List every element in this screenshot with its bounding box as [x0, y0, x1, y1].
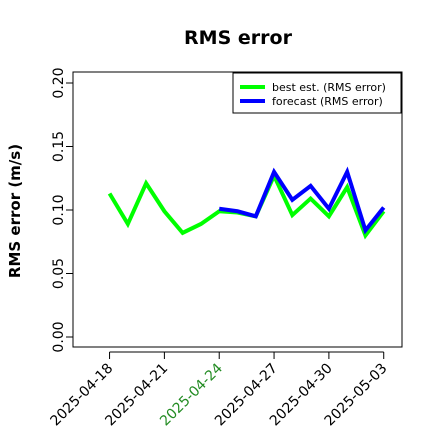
- chart-title: RMS error: [184, 27, 293, 49]
- y-tick-label: 0.05: [51, 258, 67, 289]
- y-tick-label: 0.20: [51, 67, 67, 98]
- y-axis: 0.00 0.05 0.10 0.15 0.20: [51, 67, 73, 353]
- legend-label-best-est: best est. (RMS error): [272, 81, 386, 94]
- legend: best est. (RMS error) forecast (RMS erro…: [232, 72, 402, 114]
- series-line-forecast: [218, 166, 386, 235]
- series-layer: [107, 166, 386, 240]
- y-tick-label: 0.00: [51, 321, 67, 352]
- x-axis: 2025-04-182025-04-212025-04-242025-04-27…: [48, 351, 391, 429]
- legend-box: [232, 72, 402, 114]
- y-tick-label: 0.10: [51, 194, 67, 225]
- legend-label-forecast: forecast (RMS error): [272, 95, 383, 108]
- y-axis-label: RMS error (m/s): [6, 144, 24, 278]
- y-tick-label: 0.15: [51, 131, 67, 162]
